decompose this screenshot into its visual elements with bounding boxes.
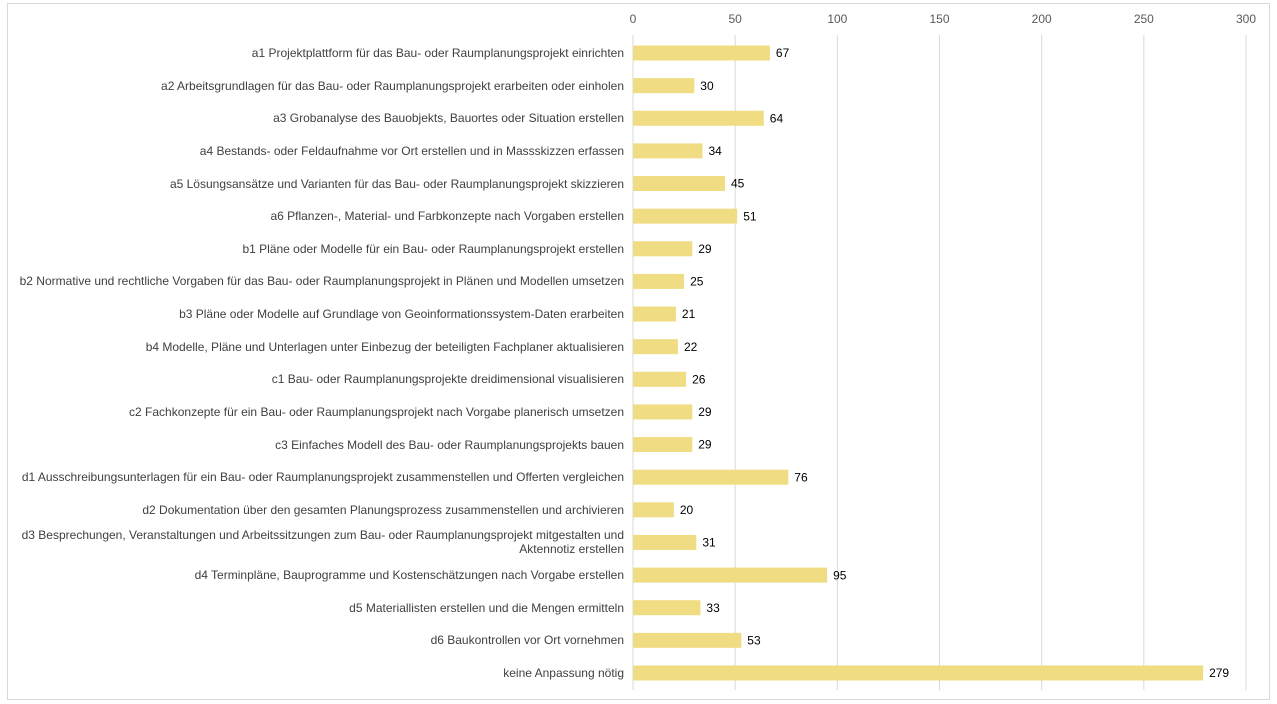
category-label: a5 Lösungsansätze und Varianten für das …: [169, 176, 624, 191]
category-label: a6 Pflanzen-, Material- und Farbkonzepte…: [270, 209, 624, 224]
bar: [633, 534, 697, 550]
value-label: 29: [698, 242, 712, 256]
category-label: d6 Baukontrollen vor Ort vornehmen: [430, 633, 624, 648]
bar: [633, 437, 693, 453]
category-label: d2 Dokumentation über den gesamten Planu…: [142, 502, 624, 517]
category-label: c3 Einfaches Modell des Bau- oder Raumpl…: [275, 437, 624, 452]
bar: [633, 404, 693, 420]
value-label: 21: [682, 307, 696, 321]
category-label: d1 Ausschreibungsunterlagen für ein Bau-…: [21, 470, 624, 485]
category-label: a1 Projektplattform für das Bau- oder Ra…: [251, 46, 624, 60]
bar: [633, 176, 725, 192]
bar: [633, 567, 828, 583]
category-label: a2 Arbeitsgrundlagen für das Bau- oder R…: [161, 78, 624, 93]
category-label: b4 Modelle, Pläne und Unterlagen unter E…: [145, 339, 624, 354]
category-label: b2 Normative und rechtliche Vorgaben für…: [19, 274, 624, 289]
bar: [633, 241, 693, 257]
bar: [633, 110, 764, 126]
bar: [633, 306, 676, 322]
value-label: 29: [698, 438, 712, 452]
value-label: 29: [698, 405, 712, 419]
x-tick-label: 0: [630, 12, 637, 26]
x-tick-label: 200: [1032, 12, 1052, 26]
category-label: a3 Grobanalyse des Bauobjekts, Bauortes …: [273, 111, 624, 126]
category-label: d4 Terminpläne, Bauprogramme und Kostens…: [194, 568, 624, 583]
bar: [633, 208, 738, 224]
bar: [633, 371, 687, 387]
category-label: keine Anpassung nötig: [503, 665, 624, 680]
bar: [633, 469, 789, 485]
value-label: 34: [708, 144, 722, 158]
bar: [633, 143, 703, 159]
value-label: 22: [684, 340, 698, 354]
category-label: d3 Besprechungen, Veranstaltungen und Ar…: [21, 528, 624, 557]
value-label: 20: [680, 503, 694, 517]
category-label: b3 Pläne oder Modelle auf Grundlage von …: [179, 307, 624, 322]
bar: [633, 339, 678, 355]
x-tick-label: 150: [929, 12, 949, 26]
bar: [633, 600, 701, 616]
category-label: c2 Fachkonzepte für ein Bau- oder Raumpl…: [129, 404, 624, 419]
value-label: 51: [743, 209, 757, 223]
category-label: d5 Materiallisten erstellen und die Meng…: [349, 600, 624, 615]
x-tick-label: 250: [1134, 12, 1154, 26]
x-tick-label: 50: [728, 12, 742, 26]
value-label: 64: [770, 111, 784, 125]
value-label: 76: [794, 470, 808, 484]
category-label: c1 Bau- oder Raumplanungsprojekte dreidi…: [271, 372, 624, 387]
x-tick-label: 300: [1236, 12, 1256, 26]
bar: [633, 273, 685, 289]
value-label: 53: [747, 634, 761, 648]
value-label: 95: [833, 568, 847, 582]
value-label: 30: [700, 79, 714, 93]
value-label: 45: [731, 177, 745, 191]
x-tick-label: 100: [827, 12, 847, 26]
chart-border: [7, 3, 1270, 700]
bar: [633, 632, 742, 648]
value-label: 31: [702, 536, 716, 550]
category-label: a4 Bestands- oder Feldaufnahme vor Ort e…: [199, 143, 624, 158]
value-label: 33: [706, 601, 720, 615]
value-label: 25: [690, 275, 704, 289]
value-label: 67: [776, 46, 790, 60]
bar: [633, 665, 1204, 681]
value-label: 279: [1209, 666, 1229, 680]
category-label: b1 Pläne oder Modelle für ein Bau- oder …: [242, 241, 624, 256]
value-label: 26: [692, 372, 706, 386]
bar: [633, 45, 770, 61]
bar: [633, 78, 695, 94]
bar: [633, 502, 674, 518]
